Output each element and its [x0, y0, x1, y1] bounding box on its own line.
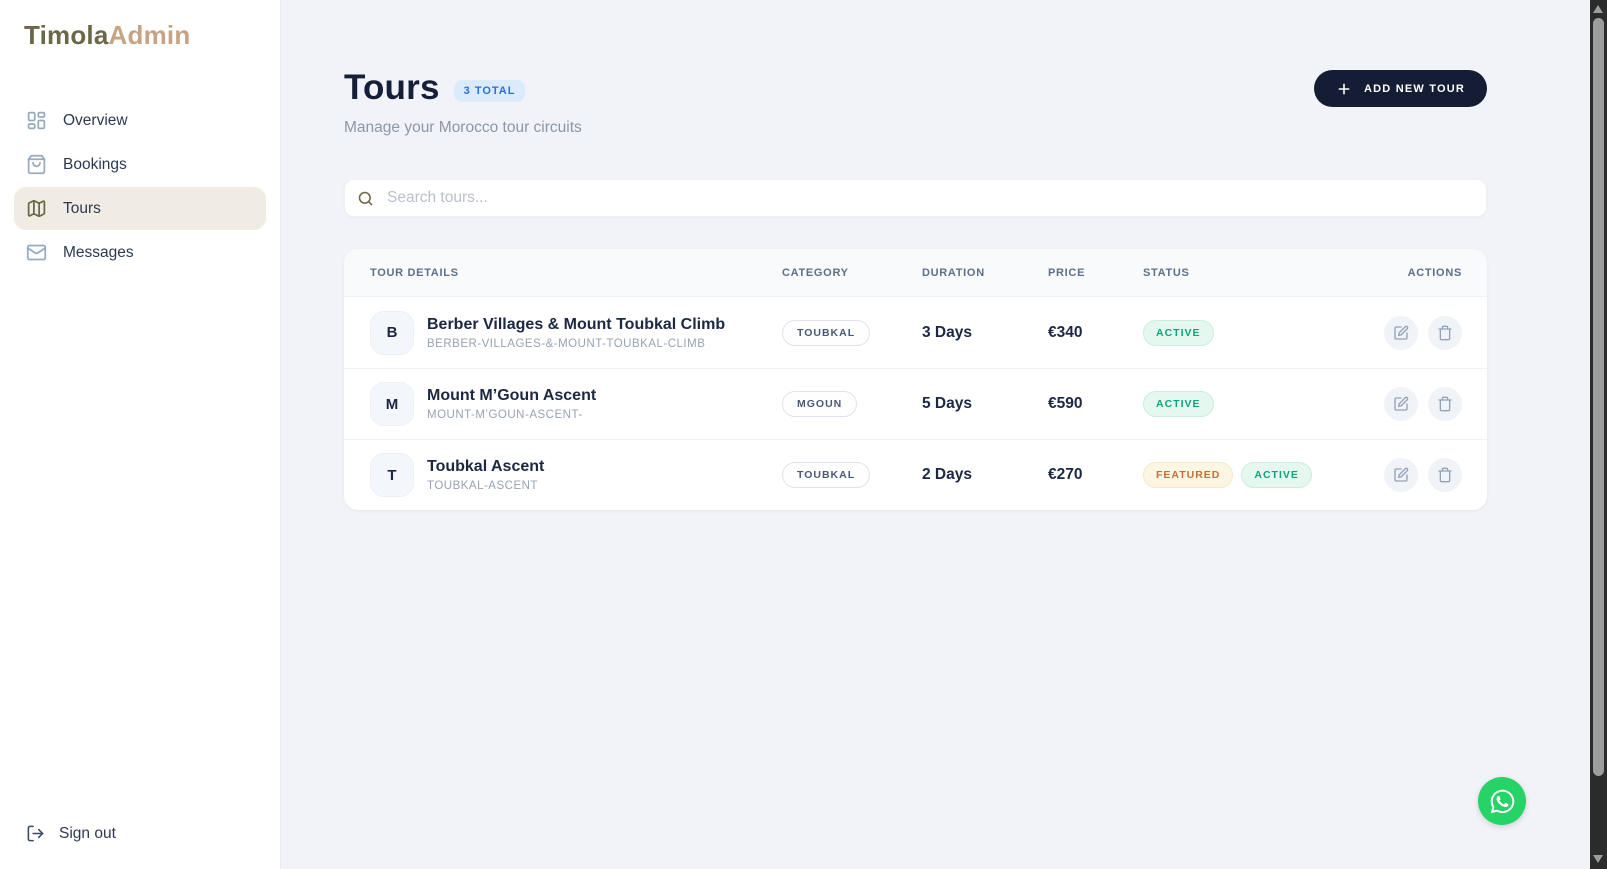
scrollbar[interactable]: [1590, 0, 1607, 869]
category-pill: TOUBKAL: [782, 319, 871, 346]
search-bar: [344, 179, 1487, 217]
status-badge-active: ACTIVE: [1241, 462, 1312, 488]
sidebar-item-label: Tours: [63, 199, 101, 217]
sidebar-footer: Sign out: [0, 824, 280, 843]
dashboard-icon: [26, 110, 47, 131]
edit-icon: [1393, 467, 1409, 483]
column-header-price: PRICE: [1048, 266, 1086, 279]
column-header-status: STATUS: [1143, 266, 1190, 279]
column-header-actions: ACTIONS: [1407, 266, 1462, 279]
sign-out-button[interactable]: Sign out: [26, 824, 254, 843]
shopping-bag-icon: [26, 154, 47, 175]
main-content: Tours 3 TOTAL Manage your Morocco tour c…: [281, 0, 1607, 869]
status-badge-active: ACTIVE: [1143, 391, 1214, 417]
mail-icon: [26, 242, 47, 263]
brand-secondary: Admin: [108, 20, 191, 50]
status-cell: ACTIVE: [1143, 319, 1384, 346]
tour-details-cell: B Berber Villages & Mount Toubkal Climb …: [370, 310, 782, 355]
column-header-tour-details: TOUR DETAILS: [370, 266, 459, 279]
map-icon: [26, 198, 47, 219]
tour-slug: BERBER-VILLAGES-&-MOUNT-TOUBKAL-CLIMB: [427, 337, 706, 350]
page-subtitle: Manage your Morocco tour circuits: [344, 119, 582, 136]
search-input[interactable]: [387, 189, 1474, 207]
scroll-down-arrow[interactable]: [1593, 855, 1603, 863]
edit-icon: [1393, 325, 1409, 341]
duration-cell: 5 Days: [922, 395, 972, 412]
actions-cell: [1384, 387, 1462, 421]
table-row: B Berber Villages & Mount Toubkal Climb …: [344, 297, 1487, 368]
tours-table: TOUR DETAILS CATEGORY DURATION PRICE STA…: [344, 249, 1487, 510]
tour-slug: MOUNT-M’GOUN-ASCENT-: [427, 409, 583, 421]
tour-slug: TOUBKAL-ASCENT: [427, 480, 538, 492]
brand-primary: Timola: [24, 20, 109, 50]
actions-cell: [1384, 315, 1462, 350]
page-header: Tours 3 TOTAL Manage your Morocco tour c…: [344, 70, 1487, 137]
edit-tour-button[interactable]: [1384, 387, 1418, 421]
delete-tour-button[interactable]: [1428, 458, 1462, 492]
brand-logo: TimolaAdmin: [0, 20, 280, 51]
sidebar: TimolaAdmin Overview Bookings Tours: [0, 0, 281, 869]
edit-tour-button[interactable]: [1384, 315, 1418, 350]
sidebar-item-label: Bookings: [63, 155, 127, 173]
log-out-icon: [26, 824, 45, 843]
tour-avatar: T: [370, 453, 414, 497]
status-cell: ACTIVE: [1143, 391, 1384, 417]
whatsapp-button[interactable]: [1478, 777, 1526, 825]
category-pill: TOUBKAL: [782, 462, 871, 488]
status-cell: FEATURED ACTIVE: [1143, 462, 1384, 488]
category-pill: MGOUN: [782, 391, 858, 417]
tour-title: Toubkal Ascent: [427, 458, 545, 475]
table-row: T Toubkal Ascent TOUBKAL-ASCENT TOUBKAL …: [344, 439, 1487, 510]
column-header-duration: DURATION: [922, 266, 985, 279]
tour-details-cell: T Toubkal Ascent TOUBKAL-ASCENT: [370, 453, 782, 497]
category-cell: TOUBKAL: [782, 319, 922, 346]
actions-cell: [1384, 458, 1462, 492]
price-cell: €340: [1048, 323, 1083, 341]
edit-icon: [1393, 396, 1409, 412]
category-cell: MGOUN: [782, 391, 922, 417]
scroll-up-arrow[interactable]: [1593, 5, 1603, 13]
sidebar-item-label: Overview: [63, 111, 128, 129]
tour-details-cell: M Mount M’Goun Ascent MOUNT-M’GOUN-ASCEN…: [370, 382, 782, 426]
delete-tour-button[interactable]: [1428, 387, 1462, 421]
sidebar-item-messages[interactable]: Messages: [14, 231, 266, 274]
delete-tour-button[interactable]: [1428, 315, 1462, 350]
column-header-category: CATEGORY: [782, 266, 849, 279]
price-cell: €270: [1048, 466, 1083, 483]
sidebar-nav: Overview Bookings Tours Messages: [0, 99, 280, 274]
table-body: B Berber Villages & Mount Toubkal Climb …: [344, 297, 1487, 510]
sidebar-item-label: Messages: [63, 243, 134, 261]
page-title: Tours: [344, 68, 440, 107]
total-count-badge: 3 TOTAL: [453, 80, 526, 102]
price-cell: €590: [1048, 395, 1083, 412]
sidebar-item-tours[interactable]: Tours: [14, 187, 266, 230]
add-new-tour-label: ADD NEW TOUR: [1364, 82, 1465, 95]
tour-avatar: B: [370, 310, 414, 355]
edit-tour-button[interactable]: [1384, 458, 1418, 492]
table-row: M Mount M’Goun Ascent MOUNT-M’GOUN-ASCEN…: [344, 368, 1487, 439]
tour-title: Mount M’Goun Ascent: [427, 387, 597, 404]
sidebar-item-overview[interactable]: Overview: [14, 99, 266, 142]
scrollbar-thumb[interactable]: [1593, 18, 1604, 776]
status-badge-featured: FEATURED: [1143, 462, 1234, 488]
whatsapp-icon: [1489, 788, 1516, 815]
add-new-tour-button[interactable]: ADD NEW TOUR: [1314, 70, 1487, 107]
duration-cell: 2 Days: [922, 466, 972, 483]
sign-out-label: Sign out: [59, 824, 116, 842]
tour-avatar: M: [370, 382, 414, 426]
search-icon: [357, 190, 374, 207]
trash-icon: [1437, 467, 1453, 483]
trash-icon: [1437, 396, 1453, 412]
duration-cell: 3 Days: [922, 323, 972, 341]
table-header-row: TOUR DETAILS CATEGORY DURATION PRICE STA…: [344, 249, 1487, 297]
sidebar-item-bookings[interactable]: Bookings: [14, 143, 266, 186]
trash-icon: [1437, 325, 1453, 341]
category-cell: TOUBKAL: [782, 462, 922, 488]
status-badge-active: ACTIVE: [1143, 319, 1214, 346]
tour-title: Berber Villages & Mount Toubkal Climb: [427, 315, 726, 333]
plus-icon: [1336, 81, 1352, 97]
